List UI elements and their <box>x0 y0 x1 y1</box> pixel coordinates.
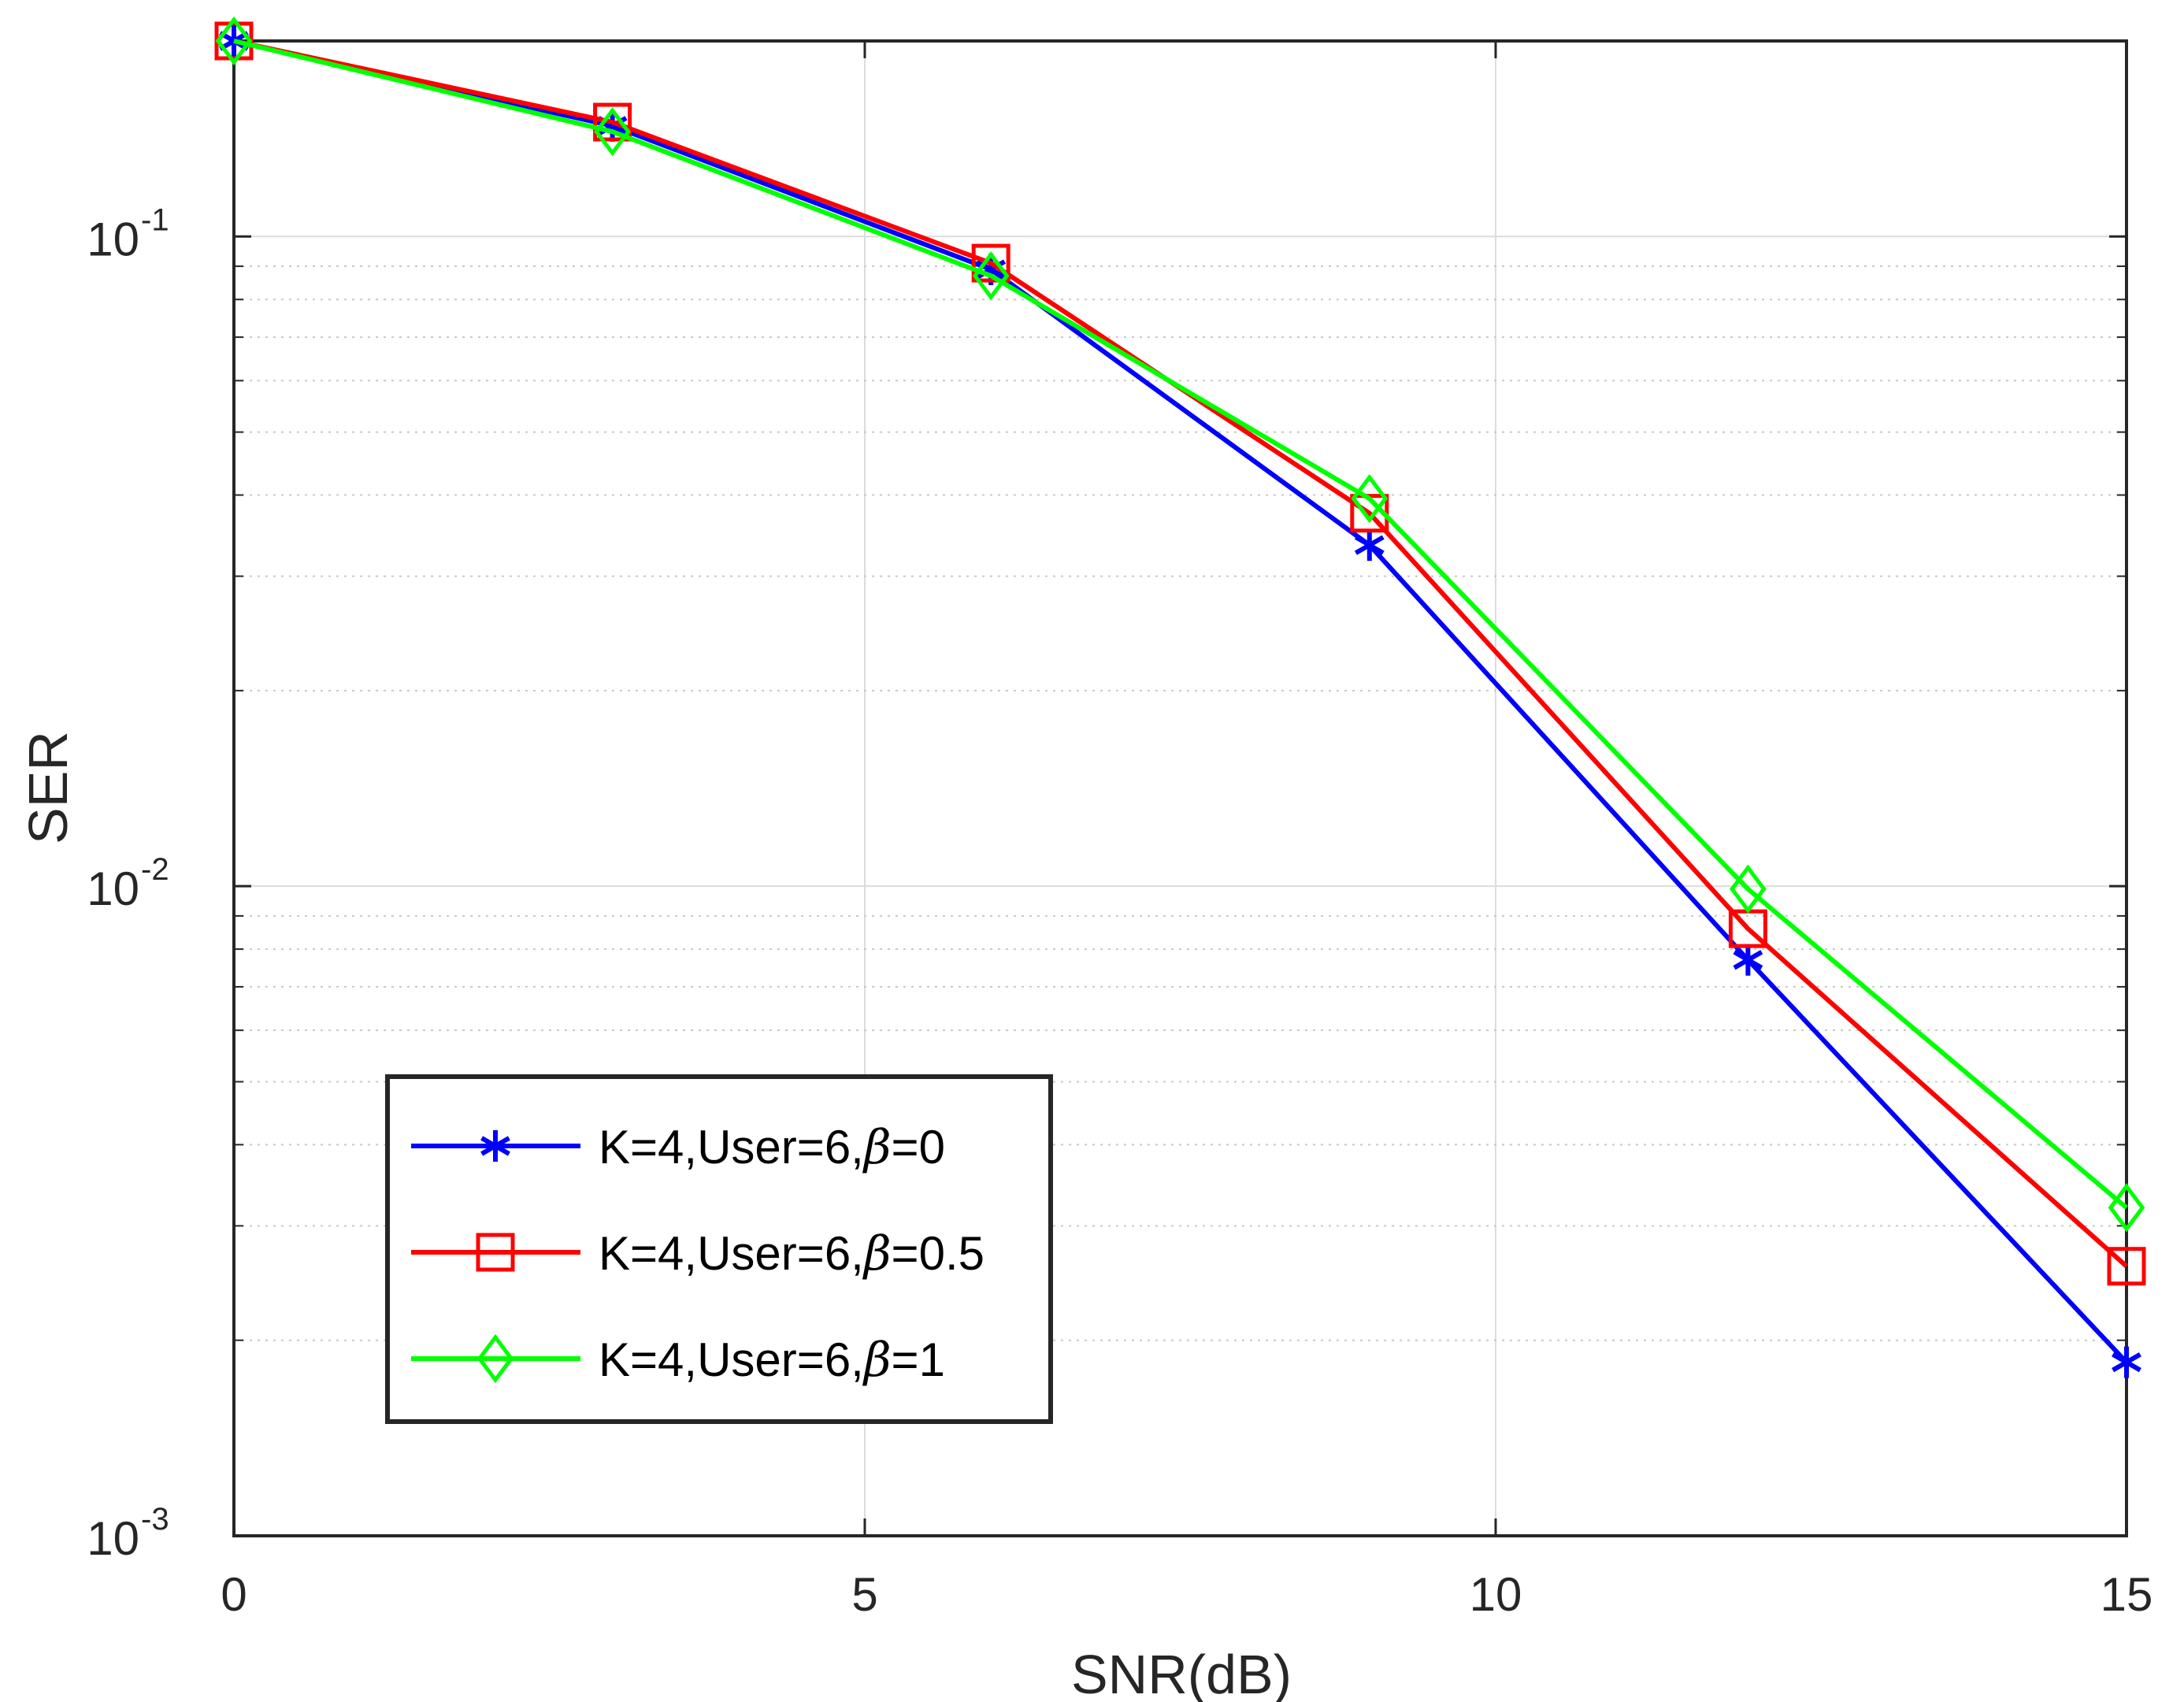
legend-label-prefix: K=4,User=6, <box>599 1333 864 1386</box>
legend-marker <box>476 1233 515 1272</box>
y-tick-label-exponent: -1 <box>141 202 169 237</box>
data-point <box>593 102 632 142</box>
asterisk-stroke <box>480 1136 510 1156</box>
y-tick-label-base: 10 <box>87 862 139 915</box>
asterisk-stroke <box>1733 950 1763 970</box>
legend-label-symbol: β <box>862 1226 892 1281</box>
series-diamond <box>215 16 2145 1233</box>
legend-label-suffix: =1 <box>892 1333 945 1386</box>
asterisk-stroke <box>2112 1352 2141 1373</box>
legend-marker <box>480 1130 510 1162</box>
legend-label-suffix: =0 <box>892 1121 945 1174</box>
y-tick-label-base: 10 <box>87 213 139 265</box>
legend-label: K=4,User=6,β=0.5 <box>599 1226 984 1281</box>
data-point <box>972 251 1010 301</box>
legend-marker <box>476 1333 514 1384</box>
data-point <box>1730 864 1767 914</box>
x-tick-label: 10 <box>1470 1568 1522 1621</box>
series-line <box>233 39 2129 1364</box>
series-line <box>233 39 2128 1210</box>
legend-label: K=4,User=6,β=1 <box>599 1333 945 1388</box>
y-tick-label-exponent: -3 <box>141 1502 169 1537</box>
data-point <box>1733 944 1763 976</box>
data-point <box>215 16 253 66</box>
y-axis-label: SER <box>17 731 79 844</box>
data-point <box>971 243 1010 283</box>
legend-label: K=4,User=6,β=0 <box>599 1120 945 1175</box>
series-asterisk <box>219 25 2141 1378</box>
y-tick-label-base: 10 <box>87 1512 139 1565</box>
plot-area-frame <box>232 39 2128 1537</box>
data-point <box>1351 473 1389 524</box>
data-point <box>1354 529 1385 562</box>
x-tick-label: 15 <box>2101 1568 2153 1621</box>
data-series <box>214 16 2146 1378</box>
legend-label-symbol: β <box>862 1333 892 1388</box>
legend-entry: K=4,User=6,β=0 <box>411 1120 945 1175</box>
y-tick-label-exponent: -2 <box>141 852 169 887</box>
legend-entry: K=4,User=6,β=0.5 <box>411 1226 984 1281</box>
x-axis-label: SNR(dB) <box>1071 1644 1292 1702</box>
data-point <box>594 107 631 157</box>
legend-box <box>385 1074 1053 1424</box>
asterisk-stroke <box>1354 535 1385 555</box>
legend-label-symbol: β <box>862 1120 892 1175</box>
legend: K=4,User=6,β=0K=4,User=6,β=0.5K=4,User=6… <box>385 1074 1053 1424</box>
x-tick-label: 5 <box>851 1568 877 1621</box>
data-point <box>2108 1183 2145 1233</box>
legend-label-suffix: =0.5 <box>892 1227 984 1280</box>
legend-label-prefix: K=4,User=6, <box>599 1121 864 1174</box>
legend-entry: K=4,User=6,β=1 <box>411 1333 945 1388</box>
data-point <box>2107 1247 2146 1286</box>
data-point <box>2112 1346 2141 1378</box>
legend-label-prefix: K=4,User=6, <box>599 1227 864 1280</box>
x-tick-label: 0 <box>221 1568 247 1621</box>
